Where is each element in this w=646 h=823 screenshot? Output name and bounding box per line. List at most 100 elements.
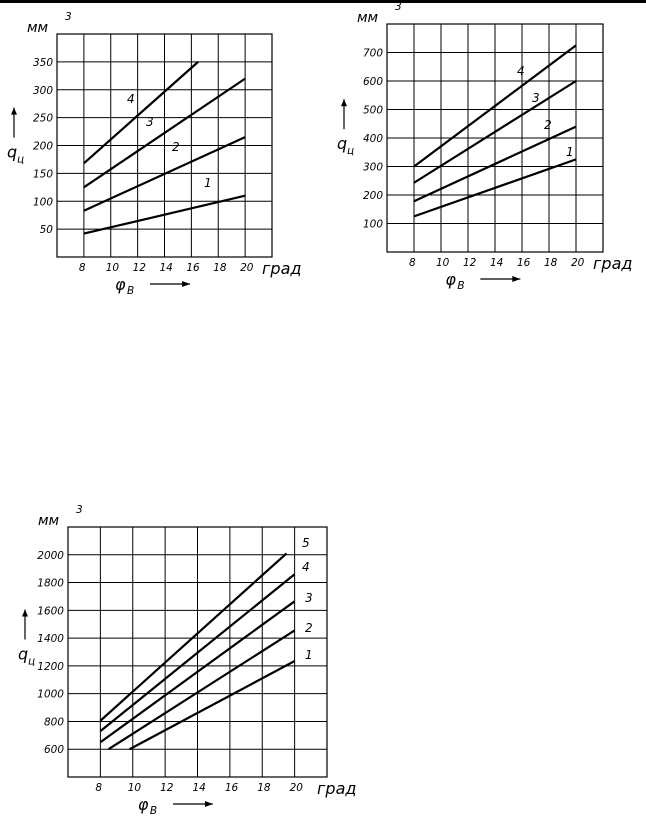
series-line-1 xyxy=(413,158,577,218)
x-tick-label: 10 xyxy=(106,262,120,274)
series-line-4 xyxy=(83,61,199,165)
x-tick-label: 10 xyxy=(128,782,142,794)
x-tick-label: 20 xyxy=(290,782,304,794)
x-symbol-subscript: B xyxy=(150,805,157,817)
x-tick-label: 16 xyxy=(186,262,200,274)
plot-frame xyxy=(386,23,604,253)
y-tick-label: 1600 xyxy=(37,605,64,617)
y-tick-label: 250 xyxy=(33,113,53,125)
chart-3: 8 10 12 14 16 18 20600800100012001400160018002… xyxy=(18,504,356,817)
page-top-rule xyxy=(0,0,646,3)
series-label-2: 2 xyxy=(305,621,313,635)
y-tick-label: 500 xyxy=(363,105,383,117)
x-unit: град xyxy=(317,779,356,798)
y-symbol: q xyxy=(337,134,347,153)
y-tick-label: 150 xyxy=(33,168,53,180)
y-tick-label: 300 xyxy=(33,85,53,97)
series-line-3 xyxy=(83,77,246,189)
series-line-3 xyxy=(99,600,296,744)
series-line-2 xyxy=(413,125,577,203)
chart-2: 8 10 12 14 16 18 201002003004005006007001234мм… xyxy=(337,1,632,292)
x-tick-label: 18 xyxy=(213,262,227,274)
x-tick-label: 8 xyxy=(79,262,86,274)
y-tick-label: 1800 xyxy=(37,578,64,590)
x-axis-arrowhead xyxy=(204,801,213,807)
y-symbol: q xyxy=(18,645,28,664)
y-tick-label: 600 xyxy=(44,744,64,756)
plot-frame xyxy=(56,33,273,258)
y-unit-exponent: 3 xyxy=(76,504,83,516)
x-tick-label: 20 xyxy=(571,257,585,269)
y-symbol: q xyxy=(7,143,17,162)
y-tick-label: 200 xyxy=(33,141,53,153)
x-tick-label: 16 xyxy=(225,782,239,794)
series-line-1 xyxy=(83,194,246,235)
y-tick-label: 50 xyxy=(40,224,54,236)
y-tick-label: 1400 xyxy=(37,633,64,645)
series-label-3: 3 xyxy=(146,115,154,129)
x-tick-label: 14 xyxy=(490,257,503,269)
series-line-5 xyxy=(99,552,288,722)
x-symbol: φ xyxy=(445,270,456,289)
x-tick-label: 8 xyxy=(95,782,102,794)
y-tick-label: 100 xyxy=(363,219,383,231)
series-label-2: 2 xyxy=(172,140,180,154)
x-tick-label: 14 xyxy=(160,262,173,274)
y-unit-exponent: 3 xyxy=(65,11,72,23)
series-label-4: 4 xyxy=(517,64,525,78)
y-tick-label: 600 xyxy=(363,76,383,88)
series-label-4: 4 xyxy=(127,92,135,106)
plot-frame xyxy=(67,526,328,778)
y-tick-label: 350 xyxy=(33,57,53,69)
x-tick-label: 12 xyxy=(463,257,477,269)
y-tick-label: 200 xyxy=(363,190,383,202)
y-symbol-subscript: ц xyxy=(347,145,354,157)
chart-1: 8 10 12 14 16 18 20501001502002503003501234мм3… xyxy=(7,11,301,297)
y-axis-arrowhead xyxy=(11,107,17,115)
x-tick-label: 12 xyxy=(133,262,147,274)
x-tick-label: 18 xyxy=(257,782,271,794)
y-tick-label: 1200 xyxy=(37,661,64,673)
series-label-1: 1 xyxy=(305,648,313,662)
x-unit: град xyxy=(262,259,301,278)
x-symbol-subscript: B xyxy=(457,280,464,292)
y-unit: мм xyxy=(38,513,60,529)
series-line-3 xyxy=(413,80,577,184)
x-tick-label: 20 xyxy=(240,262,254,274)
x-symbol: φ xyxy=(115,275,126,294)
y-unit: мм xyxy=(357,10,379,26)
series-label-1: 1 xyxy=(204,176,212,190)
y-tick-label: 400 xyxy=(363,133,383,145)
y-unit-exponent: 3 xyxy=(395,1,402,13)
x-tick-label: 8 xyxy=(409,257,416,269)
series-line-2 xyxy=(107,629,296,751)
x-tick-label: 16 xyxy=(517,257,531,269)
series-line-2 xyxy=(83,136,246,212)
x-axis-arrowhead xyxy=(512,276,521,282)
series-line-4 xyxy=(99,573,296,733)
x-tick-label: 10 xyxy=(436,257,450,269)
y-axis-arrowhead xyxy=(22,609,28,617)
series-label-3: 3 xyxy=(305,591,313,605)
series-label-2: 2 xyxy=(544,118,552,132)
x-symbol: φ xyxy=(138,795,149,814)
y-tick-label: 100 xyxy=(33,196,53,208)
x-tick-label: 12 xyxy=(160,782,174,794)
x-tick-label: 14 xyxy=(193,782,206,794)
series-label-4: 4 xyxy=(302,560,310,574)
grid xyxy=(56,33,273,258)
x-tick-label: 18 xyxy=(544,257,558,269)
x-symbol-subscript: B xyxy=(127,285,134,297)
y-tick-label: 300 xyxy=(363,162,383,174)
y-symbol-subscript: ц xyxy=(28,656,35,668)
series-line-4 xyxy=(413,44,577,168)
series-label-5: 5 xyxy=(302,536,310,550)
x-axis-arrowhead xyxy=(182,281,191,287)
y-tick-label: 800 xyxy=(44,716,64,728)
grid xyxy=(386,23,604,253)
y-tick-label: 1000 xyxy=(37,689,64,701)
series-label-1: 1 xyxy=(566,145,574,159)
y-unit: мм xyxy=(27,20,49,36)
y-axis-arrowhead xyxy=(341,99,347,107)
